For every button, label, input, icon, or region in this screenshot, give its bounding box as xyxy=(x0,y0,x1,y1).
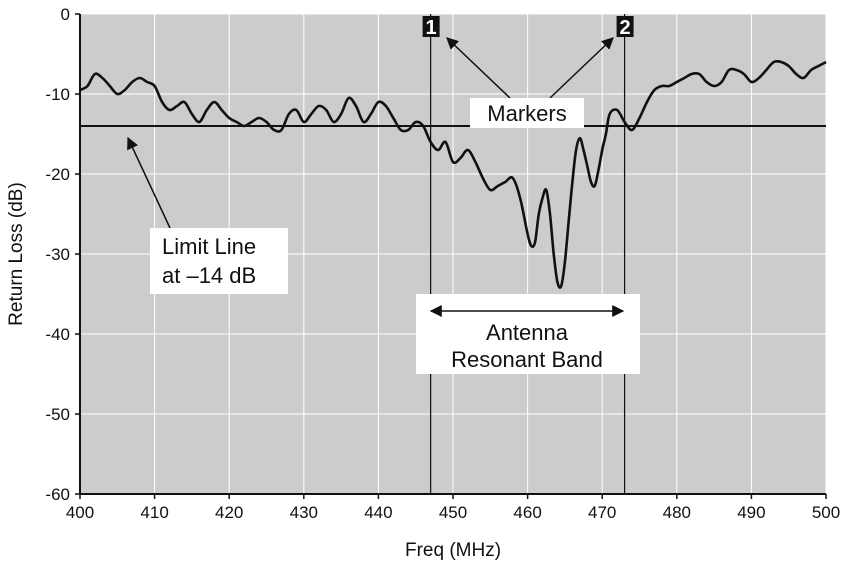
band-annotation: Antenna Resonant Band xyxy=(416,294,640,374)
y-axis-label: Return Loss (dB) xyxy=(6,182,27,326)
y-tick-label--10: -10 xyxy=(45,85,70,104)
marker-number-1: 1 xyxy=(426,17,437,39)
x-tick-label-470: 470 xyxy=(588,503,616,522)
x-axis-label: Freq (MHz) xyxy=(405,540,501,561)
x-tick-label-440: 440 xyxy=(364,503,392,522)
limit-line-annotation: Limit Line at –14 dB xyxy=(127,136,288,294)
band-label-box xyxy=(416,294,640,374)
limit-line-label-line1: Limit Line xyxy=(162,234,256,259)
x-tick-label-420: 420 xyxy=(215,503,243,522)
x-tick-label-490: 490 xyxy=(737,503,765,522)
axes xyxy=(75,13,827,499)
band-label-line2: Resonant Band xyxy=(451,347,603,372)
x-tick-label-460: 460 xyxy=(513,503,541,522)
markers-arrow-right xyxy=(549,37,614,99)
marker-badge-2 xyxy=(616,16,634,37)
x-tick-label-400: 400 xyxy=(66,503,94,522)
y-tick-label-0: 0 xyxy=(61,5,70,24)
y-tick-label--60: -60 xyxy=(45,485,70,504)
y-tick-label--30: -30 xyxy=(45,245,70,264)
series-line-0 xyxy=(79,59,827,289)
limit-line-arrow xyxy=(127,136,171,229)
y-tick-label--20: -20 xyxy=(45,165,70,184)
limit-line-label-line2: at –14 dB xyxy=(162,263,256,288)
marker-badge-1 xyxy=(422,16,440,37)
x-tick-label-500: 500 xyxy=(812,503,840,522)
x-tick-label-430: 430 xyxy=(290,503,318,522)
y-tick-label--50: -50 xyxy=(45,405,70,424)
x-tick-label-450: 450 xyxy=(439,503,467,522)
x-tick-label-410: 410 xyxy=(140,503,168,522)
markers-arrow-left xyxy=(446,37,511,99)
marker-number-2: 2 xyxy=(620,17,631,39)
band-label-line1: Antenna xyxy=(486,320,569,345)
markers-label-box xyxy=(470,98,584,128)
markers-annotation: Markers xyxy=(446,37,614,128)
grid xyxy=(79,13,827,495)
y-tick-label--40: -40 xyxy=(45,325,70,344)
limit-line-label-box xyxy=(150,228,288,294)
x-tick-label-480: 480 xyxy=(663,503,691,522)
series-group xyxy=(79,59,827,289)
tick-labels: 400 410 420 430 440 450 460 470 480 490 500 0 -10 -20… xyxy=(45,5,840,522)
markers-label: Markers xyxy=(487,101,566,126)
